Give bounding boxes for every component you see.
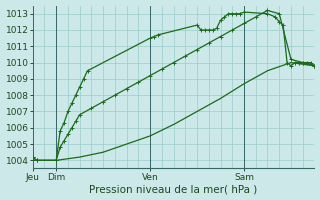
X-axis label: Pression niveau de la mer( hPa ): Pression niveau de la mer( hPa ) xyxy=(90,184,258,194)
